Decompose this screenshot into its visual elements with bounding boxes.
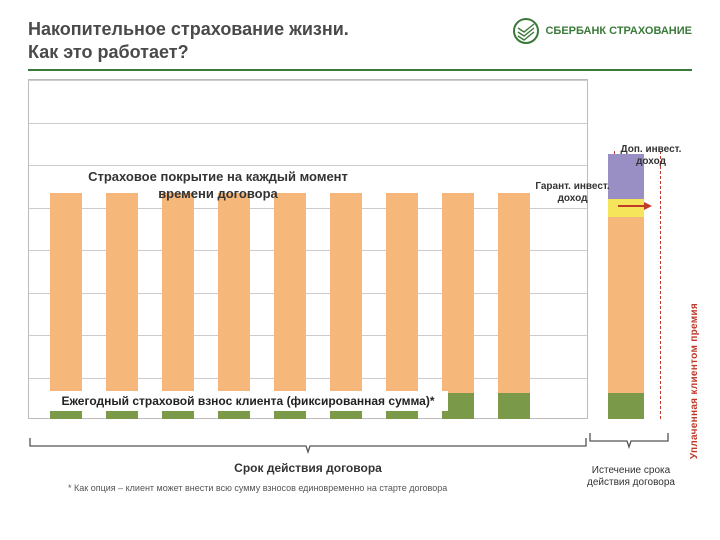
bar-mid	[162, 193, 194, 393]
bar-mid	[330, 193, 362, 393]
additional-income-label: Доп. инвест. доход	[606, 144, 696, 167]
bar-mid	[218, 193, 250, 393]
bar-mid	[50, 193, 82, 393]
brand-logo: СБЕРБАНК СТРАХОВАНИЕ	[513, 18, 692, 44]
title-line-2: Как это работает?	[28, 41, 349, 64]
final-bar-segment-2	[608, 217, 644, 393]
term-bracket	[28, 436, 588, 454]
final-bar-column	[590, 79, 662, 419]
bar-1	[50, 193, 82, 419]
term-label: Срок действия договора	[28, 461, 588, 475]
expiry-label: Истечение срока действия договора	[572, 465, 690, 489]
slide-header: Накопительное страхование жизни. Как это…	[28, 18, 692, 71]
footnote: * Как опция – клиент может внести всю су…	[68, 483, 447, 493]
bar-mid	[386, 193, 418, 393]
final-bar-segment-3	[608, 393, 644, 419]
chart-area: Страховое покрытие на каждый момент врем…	[28, 79, 692, 499]
bar-mid	[106, 193, 138, 393]
logo-text: СБЕРБАНК СТРАХОВАНИЕ	[545, 25, 692, 37]
bar-mid	[442, 193, 474, 393]
bar-4	[218, 193, 250, 419]
paid-premium-label: Уплаченная клиентом премия	[689, 303, 700, 459]
bar-6	[330, 193, 362, 419]
sberbank-icon	[513, 18, 539, 44]
bar-base	[498, 393, 530, 419]
bar-3	[162, 193, 194, 419]
arrow-icon	[618, 197, 652, 205]
chart-bars	[28, 79, 588, 419]
expiry-bracket	[588, 431, 670, 454]
bar-mid	[498, 193, 530, 393]
bar-8	[442, 193, 474, 419]
bar-2	[106, 193, 138, 419]
bar-5	[274, 193, 306, 419]
bar-mid	[274, 193, 306, 393]
bar-7	[386, 193, 418, 419]
title-line-1: Накопительное страхование жизни.	[28, 18, 349, 41]
bar-9	[498, 193, 530, 419]
coverage-label: Страховое покрытие на каждый момент врем…	[78, 169, 358, 203]
guaranteed-income-label: Гарант. инвест. доход	[525, 181, 620, 204]
annual-contribution-label: Ежегодный страховой взнос клиента (фикси…	[48, 391, 448, 411]
slide-title: Накопительное страхование жизни. Как это…	[28, 18, 349, 63]
